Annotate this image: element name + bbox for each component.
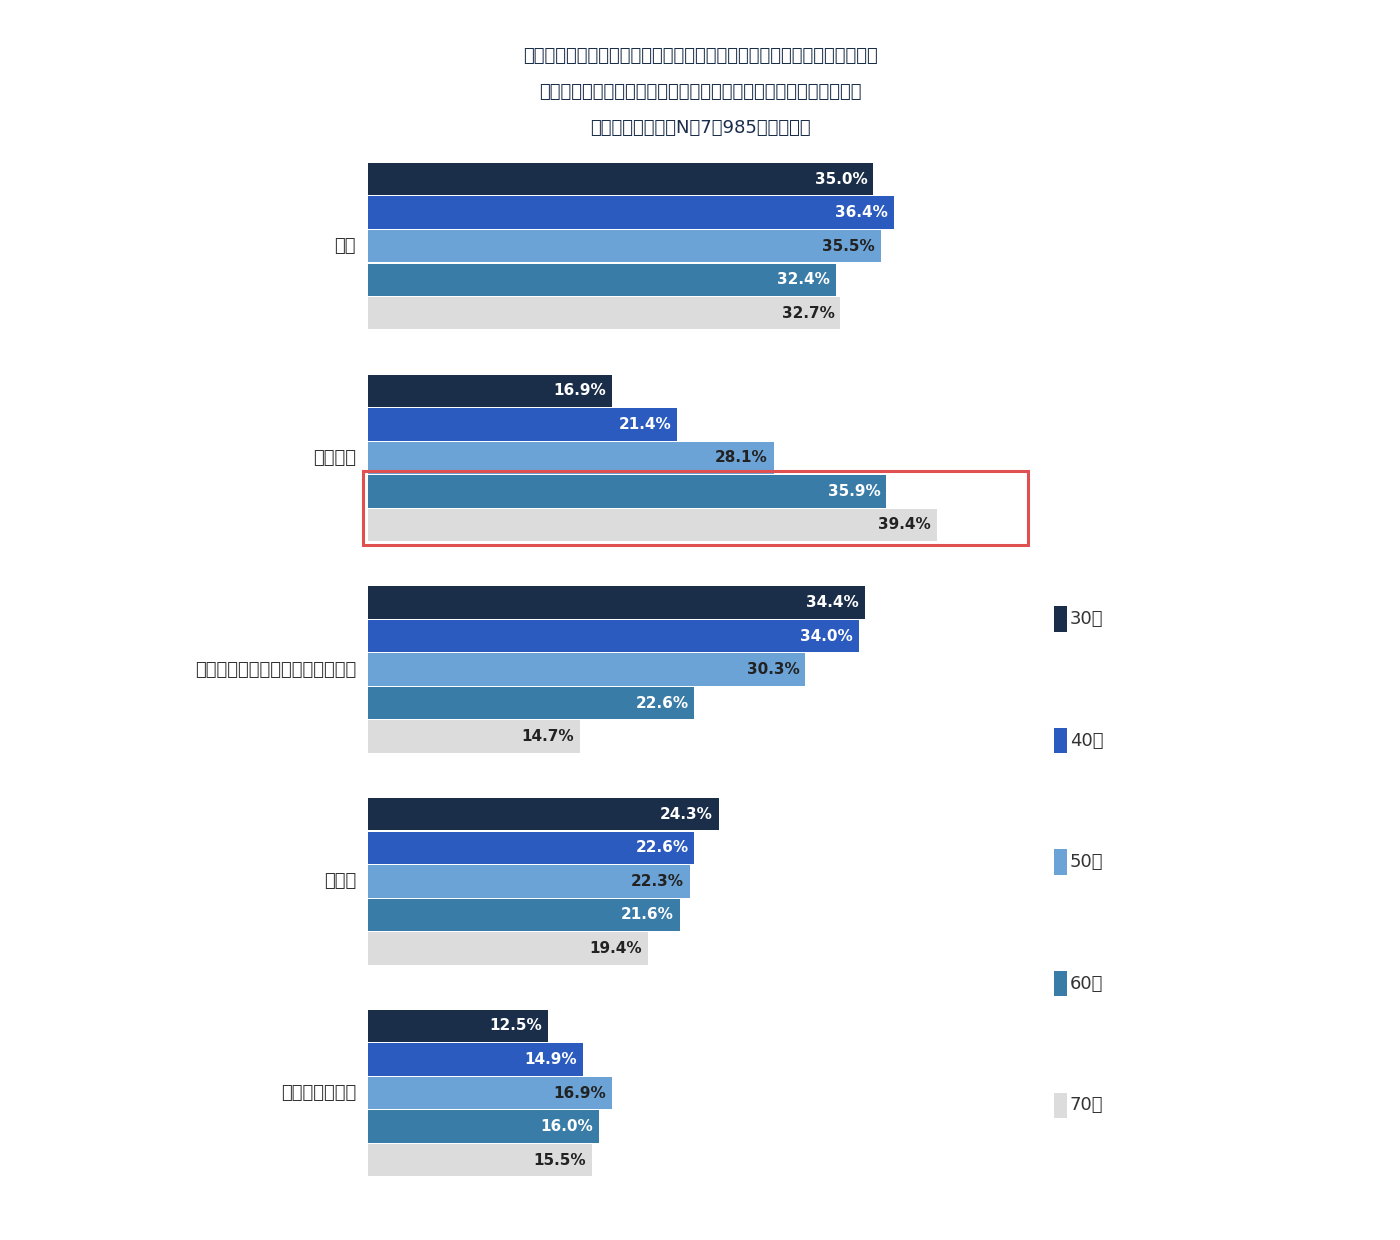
Bar	[368, 799, 718, 831]
Text: 高血圧症: 高血圧症	[314, 449, 356, 467]
Bar	[368, 408, 676, 440]
Bar	[368, 620, 860, 652]
Text: 35.0%: 35.0%	[815, 171, 868, 186]
Text: 12.5%: 12.5%	[490, 1018, 542, 1033]
Bar	[368, 298, 840, 330]
Text: 50代: 50代	[1070, 853, 1103, 872]
Bar	[368, 1076, 612, 1110]
Bar	[368, 1009, 549, 1042]
Text: 22.6%: 22.6%	[636, 841, 689, 856]
Text: ガン: ガン	[335, 237, 356, 255]
Text: 70代: 70代	[1070, 1096, 1103, 1115]
Text: 36.4%: 36.4%	[834, 205, 888, 221]
Text: 14.7%: 14.7%	[522, 729, 574, 744]
Bar	[368, 1143, 592, 1177]
FancyBboxPatch shape	[1054, 849, 1067, 875]
Bar	[368, 720, 580, 753]
Bar	[368, 587, 865, 619]
Text: 40代: 40代	[1070, 732, 1103, 749]
Bar	[368, 196, 893, 229]
Text: 14.9%: 14.9%	[525, 1052, 577, 1066]
Text: 30代: 30代	[1070, 610, 1103, 627]
Text: 16.9%: 16.9%	[553, 383, 606, 398]
Text: 22.3%: 22.3%	[631, 874, 685, 889]
Bar	[368, 899, 680, 931]
Bar	[368, 162, 874, 196]
FancyBboxPatch shape	[1054, 1092, 1067, 1118]
Text: 39.4%: 39.4%	[878, 517, 931, 532]
FancyBboxPatch shape	[1054, 971, 1067, 997]
Bar	[368, 441, 774, 474]
Text: 脳卒中・脳梗塞: 脳卒中・脳梗塞	[281, 1084, 356, 1102]
Text: 「健康に関して不安を感じたことがある」と回答した方にお聞きします。: 「健康に関して不安を感じたことがある」と回答した方にお聞きします。	[522, 47, 878, 64]
Bar	[368, 508, 937, 541]
Text: 16.9%: 16.9%	[553, 1085, 606, 1101]
Text: 19.4%: 19.4%	[589, 941, 643, 956]
Text: 34.4%: 34.4%	[806, 595, 860, 610]
Bar	[368, 932, 648, 965]
Text: 28.1%: 28.1%	[715, 450, 769, 465]
Bar	[368, 229, 881, 263]
FancyBboxPatch shape	[1054, 728, 1067, 753]
FancyBboxPatch shape	[1054, 606, 1067, 631]
Text: 30.3%: 30.3%	[748, 662, 799, 677]
Bar	[368, 374, 612, 407]
Bar	[368, 1110, 599, 1143]
Bar	[368, 687, 694, 719]
Text: 21.4%: 21.4%	[619, 417, 671, 432]
Bar	[368, 1043, 582, 1075]
Text: 35.9%: 35.9%	[827, 484, 881, 498]
Text: 22.6%: 22.6%	[636, 696, 689, 711]
Text: 15.5%: 15.5%	[533, 1153, 585, 1168]
Text: 24.3%: 24.3%	[661, 807, 713, 822]
Text: 32.7%: 32.7%	[781, 306, 834, 321]
Bar	[368, 866, 690, 898]
Bar	[368, 653, 805, 686]
Bar	[368, 475, 886, 507]
Text: （複数回答）　（N］7，985、世代別）: （複数回答） （N］7，985、世代別）	[589, 119, 811, 136]
Bar	[368, 264, 836, 296]
Text: 具体的に健康に関して不安に感じたことについて教えてください。: 具体的に健康に関して不安に感じたことについて教えてください。	[539, 83, 861, 100]
Text: 35.5%: 35.5%	[822, 238, 875, 254]
Text: 60代: 60代	[1070, 975, 1103, 993]
Bar	[368, 832, 694, 864]
Text: 16.0%: 16.0%	[540, 1118, 594, 1135]
Text: 糖尿病: 糖尿病	[323, 872, 356, 890]
Text: 34.0%: 34.0%	[801, 629, 853, 644]
Text: 肥満・メタボリックシンドローム: 肥満・メタボリックシンドローム	[195, 661, 356, 678]
Text: 32.4%: 32.4%	[777, 273, 830, 288]
Text: 21.6%: 21.6%	[622, 908, 673, 923]
